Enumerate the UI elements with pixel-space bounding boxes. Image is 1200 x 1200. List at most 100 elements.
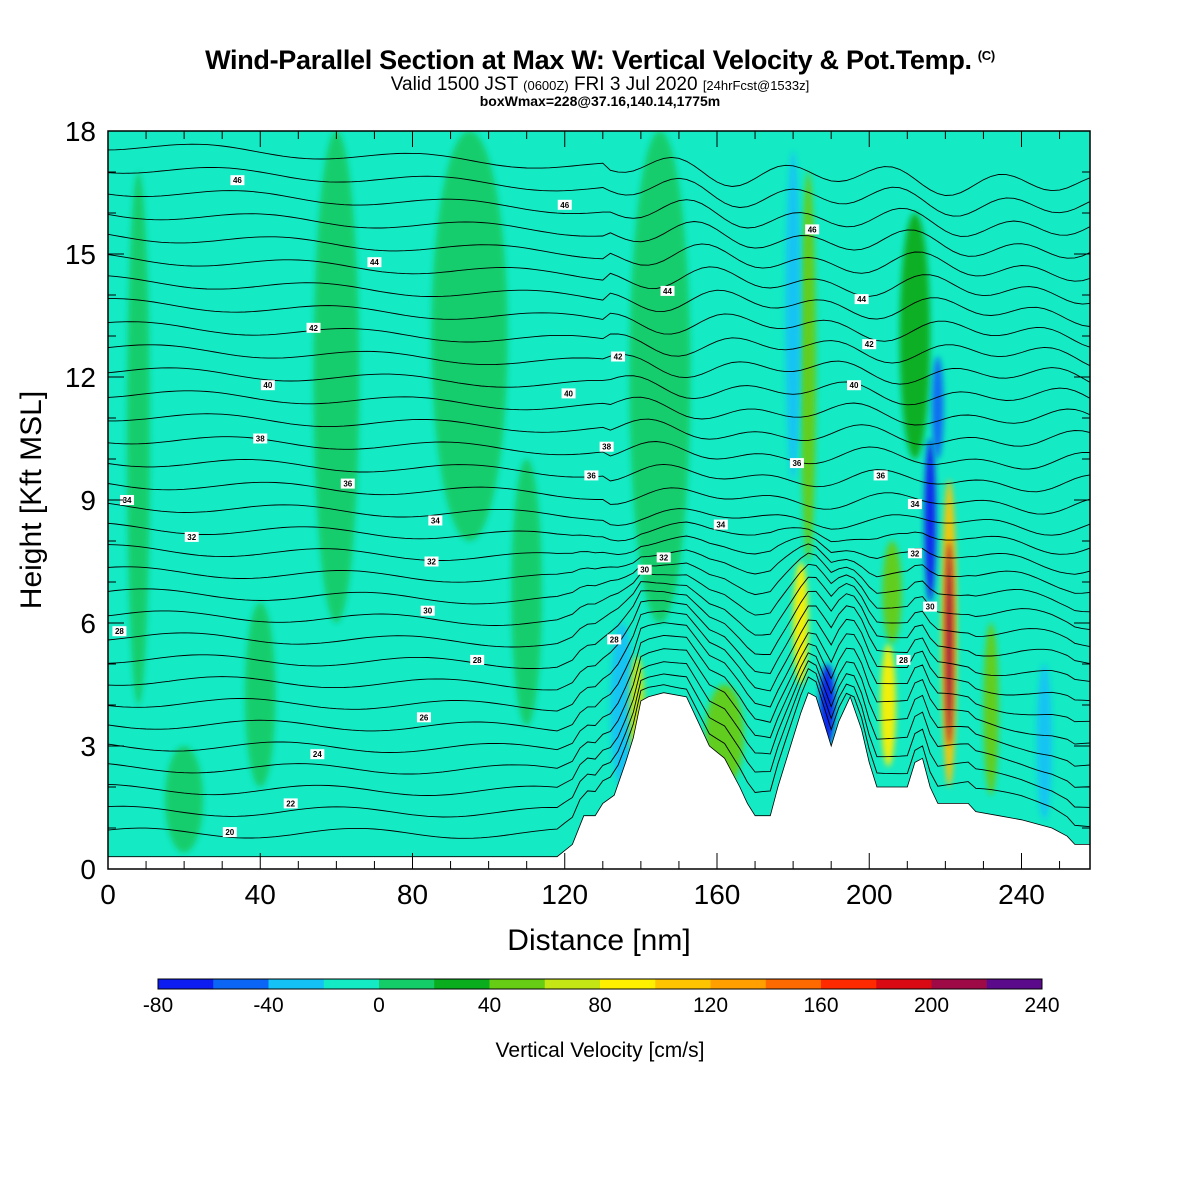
potential-temperature-labels: 46 46 46 44 44 44 42 42 42 40 40 40 38 38 36 36 36 36 34 34…	[112, 175, 938, 838]
y-axis-title: Height [Kft MSL]	[15, 391, 48, 609]
isentrope-label-text: 38	[256, 435, 265, 444]
isentrope-label-text: 44	[857, 295, 866, 304]
colorbar-label: -40	[253, 994, 283, 1017]
velocity-plume-22	[1036, 664, 1052, 820]
isentrope-line-0	[108, 676, 1090, 839]
isentrope-label-text: 20	[225, 828, 234, 837]
isentrope-label-bg	[611, 351, 626, 362]
y-tick-label: 3	[80, 731, 96, 762]
colorbar-label: 240	[1024, 994, 1059, 1017]
isentrope-line-14	[108, 521, 1090, 555]
isentrope-label-bg	[847, 380, 862, 391]
isentrope-label-21: 34	[907, 499, 922, 510]
isentrope-label-bg	[561, 388, 576, 399]
isentrope-label-bg	[584, 470, 599, 481]
isentrope-label-bg	[424, 556, 439, 567]
isentrope-label-text: 32	[187, 533, 196, 542]
isentrope-label-text: 40	[263, 381, 272, 390]
isentrope-label-bg	[340, 478, 355, 489]
isentrope-label-text: 46	[560, 201, 569, 210]
title-tag: (C)	[977, 48, 995, 63]
colorbar-swatch-5	[434, 979, 490, 989]
isentrope-label-1: 46	[557, 199, 572, 210]
isentrope-label-text: 34	[123, 496, 132, 505]
isentrope-label-text: 30	[926, 603, 935, 612]
isentrope-label-bg	[230, 175, 245, 186]
isentrope-label-17: 36	[873, 470, 888, 481]
x-axis-ticks: 0 40 80 120 160 200 240	[100, 131, 1061, 910]
colorbar-swatch-0	[158, 979, 214, 989]
isentrope-label-15: 36	[584, 470, 599, 481]
isentrope-label-text: 46	[808, 225, 817, 234]
colorbar-swatch-2	[268, 979, 325, 989]
isentrope-line-16	[108, 481, 1090, 515]
valid-date: FRI 3 Jul 2020	[573, 74, 698, 95]
isentrope-label-text: 34	[716, 521, 725, 530]
isentrope-label-bg	[907, 548, 922, 559]
isentrope-label-13: 38	[599, 441, 614, 452]
isentrope-label-text: 22	[286, 799, 295, 808]
isentrope-line-8	[108, 590, 1090, 669]
x-tick-label: 80	[397, 879, 428, 910]
isentrope-label-8: 42	[862, 339, 877, 350]
box-max-line: boxWmax=228@37.16,140.14,1775m	[479, 93, 721, 109]
isentrope-line-9	[108, 576, 1090, 648]
colorbar-label: 160	[803, 994, 838, 1017]
isentrope-label-text: 44	[663, 287, 672, 296]
isentrope-line-19	[108, 413, 1090, 447]
colorbar-swatch-6	[489, 979, 546, 989]
isentrope-label-bg	[367, 257, 382, 268]
velocity-plume-3	[313, 131, 360, 623]
colorbar-swatch-13	[876, 979, 932, 989]
isentrope-label-32: 28	[896, 654, 911, 665]
plot-area: 46 46 46 44 44 44 42 42 42 40 40 40 38 38 36 36 36 36 34 34…	[108, 131, 1090, 869]
velocity-plume-20	[945, 541, 953, 746]
isentrope-label-33: 26	[416, 712, 431, 723]
isentrope-label-bg	[428, 515, 443, 526]
isentrope-label-bg	[470, 654, 485, 665]
velocity-plume-14	[880, 643, 896, 767]
isentrope-label-0: 46	[230, 175, 245, 186]
valid-time-line: Valid 1500 JST (0600Z) FRI 3 Jul 2020 [2…	[0, 74, 1200, 95]
isentrope-label-bg	[420, 605, 435, 616]
isentrope-label-text: 32	[910, 549, 919, 558]
isentrope-label-bg	[184, 531, 199, 542]
colorbar-label: -80	[143, 994, 173, 1017]
isentrope-label-2: 46	[805, 224, 820, 235]
colorbar-label: 0	[373, 994, 385, 1017]
colorbar-title: Vertical Velocity [cm/s]	[496, 1039, 705, 1062]
isentrope-label-20: 34	[713, 519, 728, 530]
y-tick-label: 18	[65, 116, 96, 147]
potential-temperature-contours	[108, 143, 1090, 839]
isentrope-label-text: 26	[419, 713, 428, 722]
isentrope-label-bg	[283, 798, 298, 809]
isentrope-label-bg	[713, 519, 728, 530]
isentrope-line-1	[108, 667, 1090, 818]
isentrope-line-26	[108, 254, 1090, 305]
isentrope-label-18: 34	[120, 495, 135, 505]
colorbar-swatch-4	[379, 979, 435, 989]
isentrope-label-bg	[789, 458, 804, 469]
isentrope-line-29	[108, 190, 1090, 237]
isentrope-label-35: 22	[283, 798, 298, 809]
isentrope-label-bg	[862, 339, 877, 350]
isentrope-line-25	[108, 275, 1090, 327]
isentrope-label-5: 44	[854, 294, 869, 305]
isentrope-label-bg	[873, 470, 888, 481]
y-tick-label: 6	[80, 608, 96, 639]
isentrope-line-6	[108, 610, 1090, 712]
isentrope-label-bg	[896, 654, 911, 665]
isentrope-label-bg	[557, 199, 572, 210]
x-tick-label: 240	[998, 879, 1045, 910]
isentrope-label-text: 46	[233, 176, 242, 185]
isentrope-line-24	[108, 298, 1090, 348]
y-tick-label: 9	[80, 485, 96, 516]
isentrope-label-text: 34	[431, 517, 440, 526]
velocity-plume-4	[431, 131, 508, 541]
isentrope-label-text: 42	[309, 324, 318, 333]
isentrope-label-bg	[637, 564, 652, 575]
isentrope-line-15	[108, 502, 1090, 536]
isentrope-label-text: 36	[587, 471, 596, 480]
isentrope-label-bg	[656, 552, 671, 563]
